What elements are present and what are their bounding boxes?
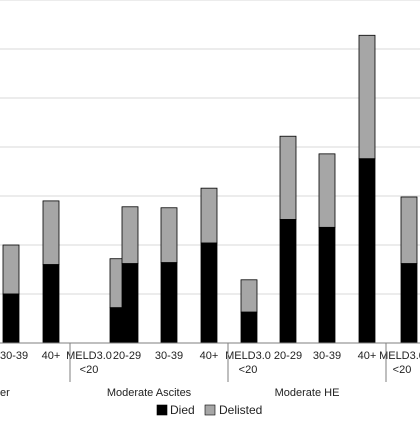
bar-died: [160, 262, 178, 344]
x-tick-label: 20-29: [274, 350, 302, 362]
x-tick-label: MELD3.0: [66, 350, 112, 362]
group-label: er: [0, 387, 10, 399]
bar-delisted: [2, 244, 20, 295]
x-tick-label: MELD3.0: [225, 350, 271, 362]
x-tick-label-line2: <20: [239, 364, 258, 376]
bar-died: [400, 263, 418, 344]
group-label: Moderate HE: [275, 387, 340, 399]
legend-label-died: Died: [170, 403, 195, 417]
bar-delisted: [160, 207, 178, 264]
bar-delisted: [358, 34, 376, 160]
x-tick-label-line2: <20: [393, 364, 412, 376]
x-tick-label: MELD3.0: [379, 350, 420, 362]
bar-died: [200, 242, 218, 344]
legend-swatch-died: [156, 404, 168, 416]
bar-delisted: [240, 279, 258, 313]
x-tick-label-line2: <20: [80, 364, 99, 376]
bar-died: [121, 263, 139, 344]
bar-delisted: [200, 187, 218, 244]
bar-died: [42, 264, 60, 344]
bar-delisted: [279, 135, 297, 220]
x-tick-label: 30-39: [155, 350, 183, 362]
x-tick-label: 40+: [42, 350, 61, 362]
legend-swatch-delisted: [204, 404, 216, 416]
bar-died: [318, 226, 336, 344]
bar-delisted: [42, 200, 60, 265]
group-label: Moderate Ascites: [107, 387, 192, 399]
x-tick-label: 40+: [358, 350, 377, 362]
x-tick-label: 30-39: [313, 350, 341, 362]
bar-died: [240, 311, 258, 344]
bar-died: [2, 293, 20, 344]
bar-died: [358, 158, 376, 344]
x-tick-label: 20-29: [113, 350, 141, 362]
x-tick-label: 40+: [200, 350, 219, 362]
bar-died: [279, 219, 297, 344]
bar-delisted: [121, 206, 139, 265]
legend-label-delisted: Delisted: [219, 403, 262, 417]
bar-delisted: [318, 153, 336, 228]
x-tick-label: 30-39: [0, 350, 28, 362]
bar-delisted: [400, 196, 418, 265]
